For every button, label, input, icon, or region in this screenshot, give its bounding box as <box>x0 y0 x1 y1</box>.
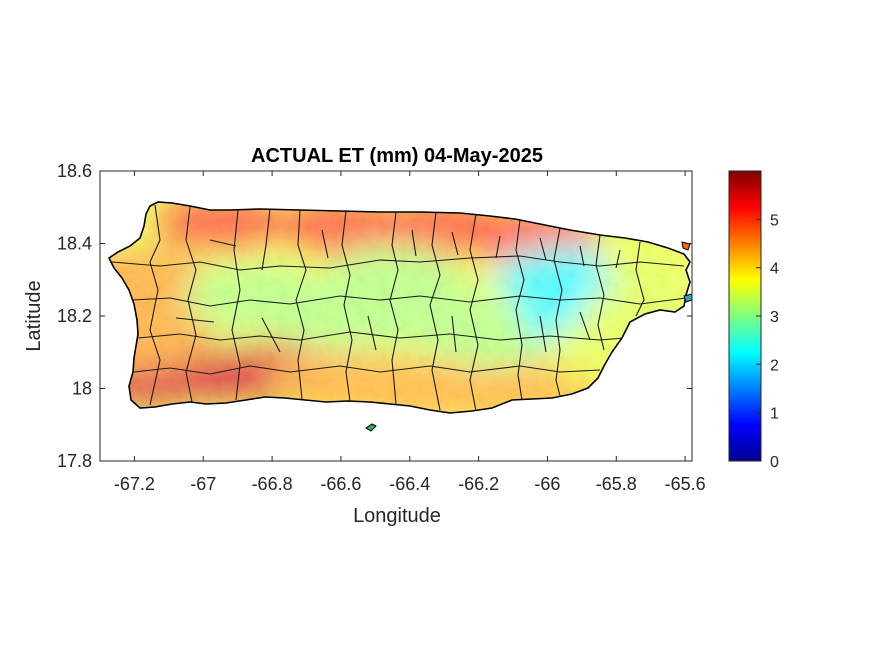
x-tick-label: -66.4 <box>389 474 430 494</box>
municipality-boundaries <box>111 204 687 412</box>
x-tick-label: -66 <box>534 474 560 494</box>
heatmap-speckle <box>109 202 690 413</box>
y-tick-label: 18.6 <box>57 161 92 181</box>
plot-title: ACTUAL ET (mm) 04-May-2025 <box>251 145 543 167</box>
colorbar-tick-label: 4 <box>770 261 779 278</box>
y-tick-label: 17.8 <box>57 451 92 471</box>
x-tick-label: -65.6 <box>665 474 706 494</box>
colorbar <box>728 170 762 462</box>
colorbar-tick-label: 5 <box>770 212 779 229</box>
y-axis-title: Latitude <box>23 280 45 351</box>
colorbar-tick-label: 2 <box>770 357 779 374</box>
x-tick-label: -66.6 <box>320 474 361 494</box>
x-tick-label: -66.2 <box>458 474 499 494</box>
east-islet <box>683 293 693 303</box>
y-axis-ticks: 17.8 18 18.2 18.4 18.6 <box>57 161 692 471</box>
y-tick-label: 18 <box>72 379 92 399</box>
colorbar-tick-label: 3 <box>770 309 779 326</box>
y-tick-label: 18.4 <box>57 234 92 254</box>
x-axis-title: Longitude <box>353 505 441 527</box>
x-axis-ticks: -67.2 -67 -66.8 -66.6 -66.4 -66.2 -66 -65.8 -65.… <box>114 171 706 494</box>
colorbar-ticks: 0 1 2 3 4 5 <box>756 212 779 471</box>
colorbar-tick-label: 1 <box>770 406 779 423</box>
x-tick-label: -67.2 <box>114 474 155 494</box>
caja-de-muertos-island <box>365 423 377 432</box>
colorbar-tick-label: 0 <box>770 454 779 471</box>
y-tick-label: 18.2 <box>57 306 92 326</box>
x-tick-label: -67 <box>190 474 216 494</box>
x-tick-label: -66.8 <box>252 474 293 494</box>
x-tick-label: -65.8 <box>596 474 637 494</box>
